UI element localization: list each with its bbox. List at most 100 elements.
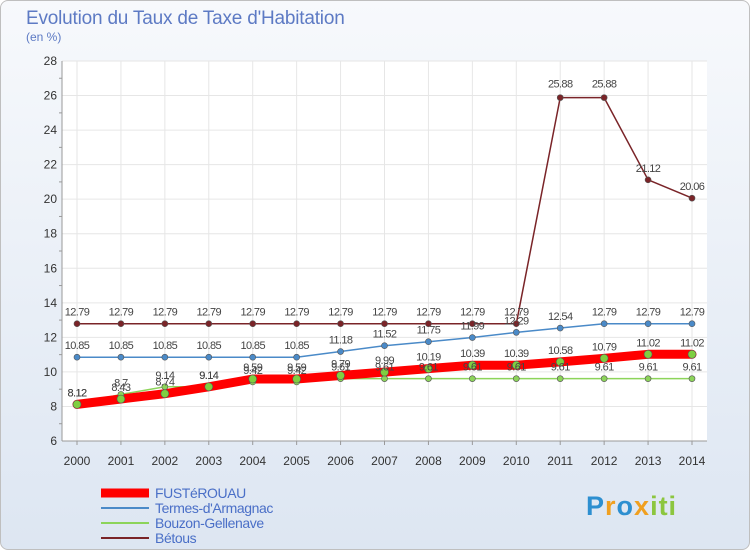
data-point [293, 353, 300, 361]
data-point [469, 334, 476, 341]
data-point [512, 329, 520, 336]
chart-unit: (en %) [26, 30, 62, 44]
y-tick-label: 6 [50, 434, 57, 448]
data-point [73, 353, 81, 361]
data-label: 9.14 [199, 370, 218, 382]
data-label: 12.79 [240, 307, 265, 319]
data-label: 12.79 [680, 307, 705, 319]
data-label: 9.79 [331, 359, 350, 371]
data-label: 25.88 [592, 79, 617, 91]
data-point [556, 324, 564, 332]
data-label: 9.61 [419, 362, 438, 374]
data-point [425, 375, 432, 382]
data-point [600, 320, 608, 328]
data-label: 10.85 [109, 340, 134, 352]
data-label: 8.43 [111, 382, 130, 394]
data-label: 9.42 [287, 365, 306, 377]
data-point [161, 320, 169, 328]
data-point [205, 320, 213, 328]
data-point [381, 320, 388, 328]
data-label: 9.61 [507, 362, 526, 374]
x-tick-label: 2010 [503, 454, 530, 468]
data-label: 10.85 [153, 340, 178, 352]
data-point [424, 364, 433, 373]
data-point [249, 353, 257, 361]
data-label: 10.85 [284, 340, 309, 352]
data-label: 12.79 [636, 307, 661, 319]
data-label: 8.12 [67, 387, 86, 399]
data-point [337, 320, 344, 328]
legend-label: FUSTéROUAU [155, 485, 246, 501]
data-point [468, 360, 477, 370]
data-label: 12.79 [460, 307, 485, 319]
data-label: 9.14 [155, 370, 174, 382]
x-tick-label: 2004 [239, 454, 266, 468]
y-tick-label: 10 [44, 365, 58, 379]
data-point [688, 320, 696, 328]
data-label: 12.79 [284, 307, 309, 319]
legend-label: Bouzon-Gellenave [155, 515, 264, 531]
x-tick-label: 2001 [108, 454, 135, 468]
data-point [73, 320, 81, 328]
x-tick-label: 2014 [679, 454, 706, 468]
data-point [688, 375, 696, 382]
data-label: 12.29 [504, 315, 529, 327]
data-point [600, 375, 608, 382]
data-label: 8.12 [67, 387, 86, 399]
data-point [688, 194, 696, 202]
data-label: 9.61 [639, 362, 658, 374]
y-tick-label: 8 [50, 399, 57, 413]
data-point [600, 94, 608, 101]
y-tick-label: 16 [44, 261, 58, 275]
data-label: 10.85 [240, 340, 265, 352]
data-label: 11.99 [460, 321, 484, 333]
data-label: 9.61 [463, 362, 482, 374]
data-point [161, 353, 169, 361]
data-label: 12.79 [153, 307, 178, 319]
x-tick-label: 2012 [591, 454, 618, 468]
chart-title: Evolution du Taux de Taxe d'Habitation [26, 8, 345, 29]
data-label: 12.79 [197, 307, 222, 319]
x-tick-label: 2000 [64, 454, 91, 468]
data-point [469, 375, 476, 382]
data-label: 10.85 [197, 340, 222, 352]
data-label: 25.88 [548, 79, 573, 91]
data-label: 11.75 [417, 325, 441, 337]
data-point [511, 360, 521, 370]
data-label: 9.61 [682, 362, 701, 374]
data-point [425, 320, 432, 328]
x-tick-label: 2013 [635, 454, 662, 468]
data-label: 9.99 [375, 355, 394, 367]
y-tick-label: 24 [44, 123, 58, 137]
data-label: 11.18 [329, 335, 353, 347]
data-point [117, 353, 125, 361]
data-label: 9.61 [331, 362, 350, 374]
data-point [381, 375, 388, 382]
data-point [380, 367, 389, 377]
data-label: 9.61 [595, 362, 614, 374]
data-point [72, 400, 82, 409]
data-point [293, 320, 300, 328]
data-point [643, 349, 653, 359]
data-point [644, 375, 652, 382]
data-point [512, 375, 520, 382]
data-point [205, 353, 213, 361]
data-label: 12.79 [504, 307, 529, 319]
data-point [644, 176, 652, 184]
x-tick-label: 2007 [371, 454, 398, 468]
data-label: 12.79 [109, 307, 134, 319]
data-label: 10.58 [548, 345, 573, 357]
data-point [117, 320, 125, 328]
data-point [469, 320, 476, 328]
data-label: 12.79 [65, 307, 90, 319]
data-label: 9.42 [243, 365, 262, 377]
y-tick-label: 26 [44, 89, 58, 103]
x-tick-label: 2011 [547, 454, 573, 468]
data-label: 12.79 [372, 307, 397, 319]
y-tick-label: 20 [44, 192, 58, 206]
y-tick-label: 12 [44, 330, 58, 344]
data-label: 11.02 [680, 337, 704, 349]
x-tick-label: 2008 [415, 454, 442, 468]
data-point [512, 320, 520, 328]
